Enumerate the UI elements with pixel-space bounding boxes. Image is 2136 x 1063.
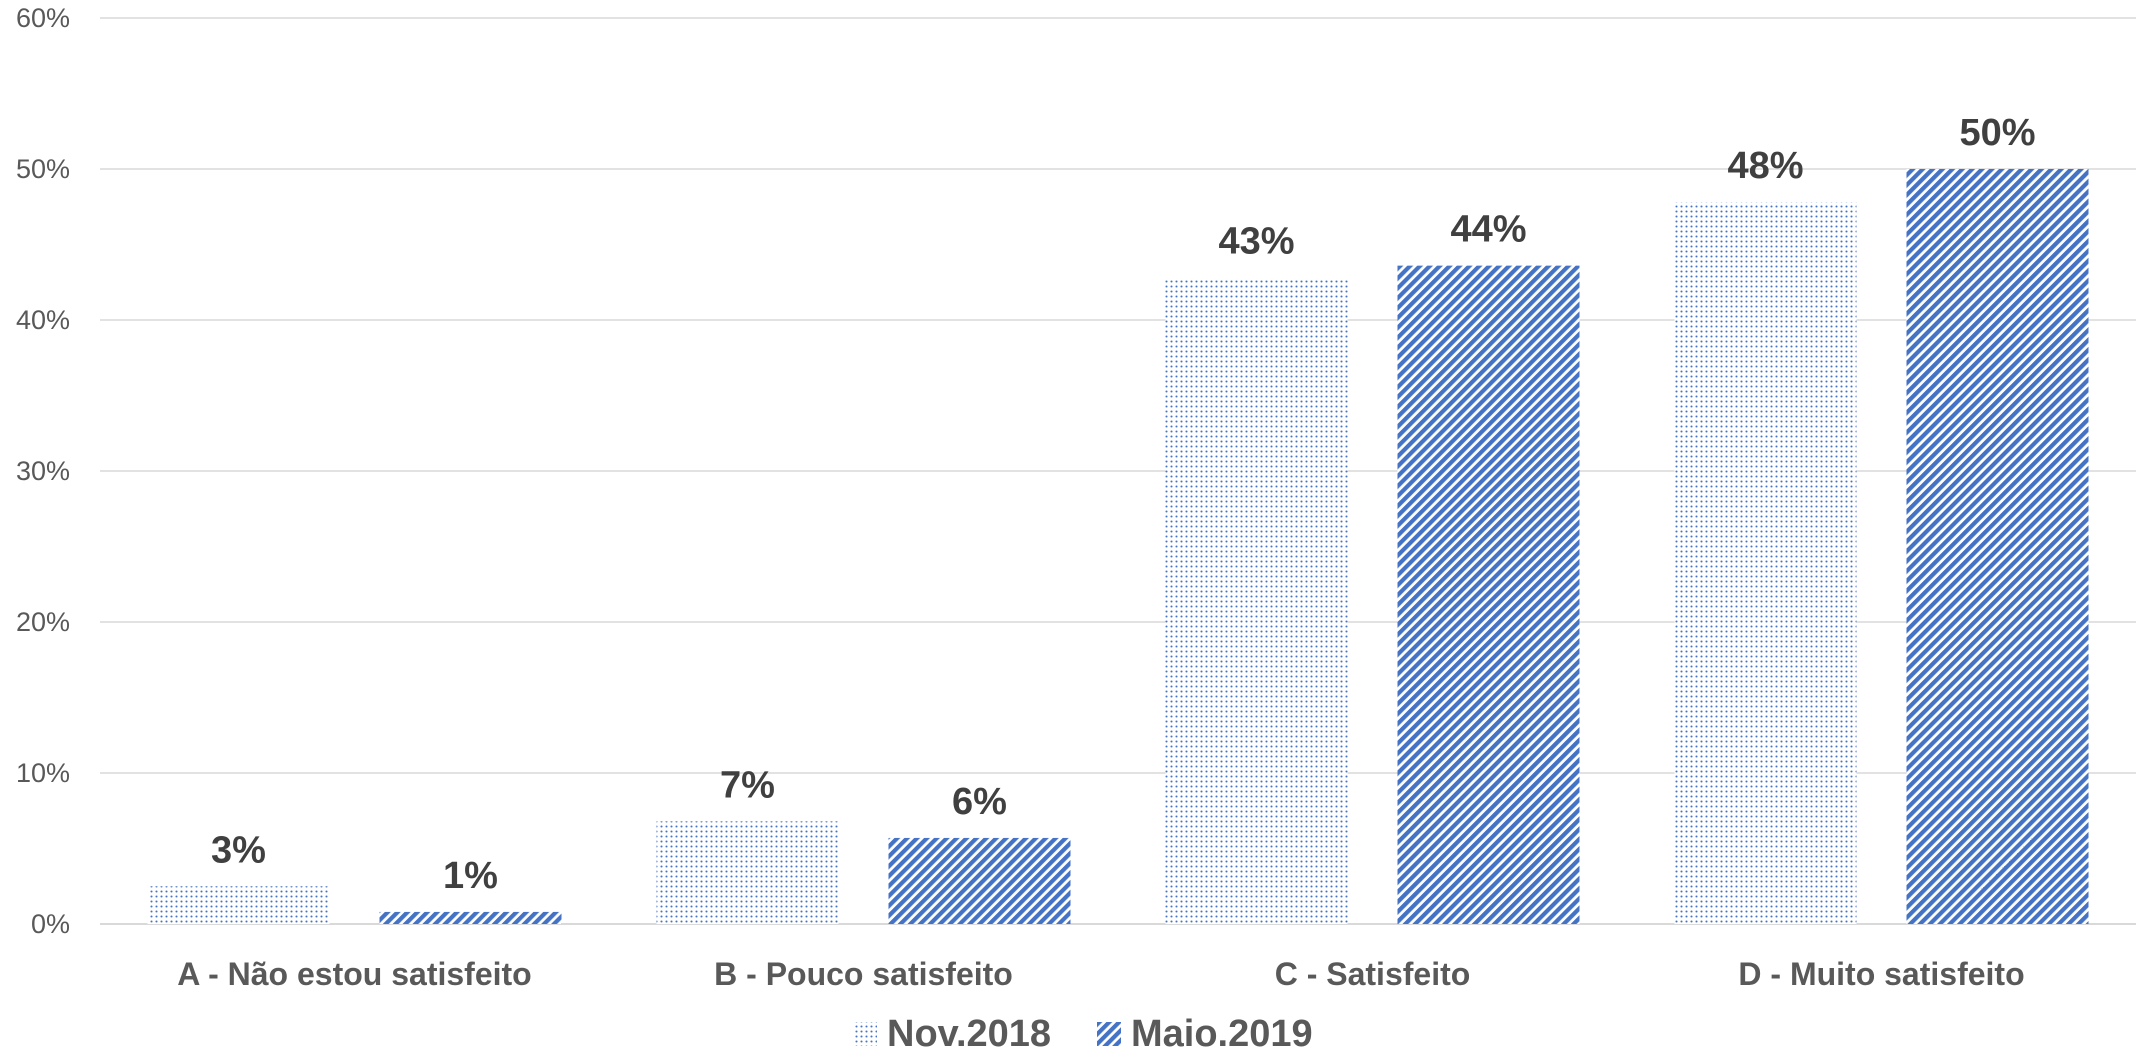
data-label: 44%	[1450, 209, 1526, 251]
data-label: 43%	[1218, 221, 1294, 263]
x-axis: A - Não estou satisfeito B - Pouco satisf…	[177, 956, 2024, 992]
bar-nov-2018	[656, 821, 839, 924]
bar-maio-2019	[1397, 265, 1580, 924]
data-label: 3%	[211, 829, 266, 871]
legend: Nov.2018 Maio.2019	[853, 1013, 1313, 1055]
gridlines	[100, 17, 2136, 925]
y-tick-label: 50%	[16, 154, 70, 184]
x-tick-label: D - Muito satisfeito	[1738, 956, 2024, 992]
y-tick-label: 10%	[16, 758, 70, 788]
bar-nov-2018	[147, 886, 330, 924]
y-tick-label: 40%	[16, 305, 70, 335]
bar-nov-2018	[1165, 277, 1348, 925]
legend-label: Nov.2018	[887, 1013, 1051, 1055]
x-tick-label: A - Não estou satisfeito	[177, 956, 531, 992]
y-tick-label: 30%	[16, 456, 70, 486]
data-label: 50%	[1959, 112, 2035, 154]
y-tick-label: 20%	[16, 607, 70, 637]
data-label: 1%	[443, 855, 498, 897]
bar-maio-2019	[888, 837, 1071, 924]
bar-nov-2018	[1674, 202, 1857, 925]
data-labels: 3% 1% 7% 6% 43% 44% 48% 50%	[211, 112, 2035, 897]
data-label: 48%	[1727, 145, 1803, 187]
x-tick-label: B - Pouco satisfeito	[714, 956, 1013, 992]
bar-maio-2019	[379, 911, 562, 924]
y-axis: 0% 10% 20% 30% 40% 50% 60%	[16, 3, 70, 939]
legend-swatch	[853, 1022, 877, 1046]
x-tick-label: C - Satisfeito	[1275, 956, 1471, 992]
data-label: 7%	[720, 764, 775, 806]
bars	[147, 169, 2089, 925]
legend-swatch	[1097, 1022, 1121, 1046]
legend-label: Maio.2019	[1131, 1013, 1313, 1055]
data-label: 6%	[952, 781, 1007, 823]
y-tick-label: 60%	[16, 3, 70, 33]
y-tick-label: 0%	[31, 909, 70, 939]
bar-maio-2019	[1906, 169, 2089, 924]
